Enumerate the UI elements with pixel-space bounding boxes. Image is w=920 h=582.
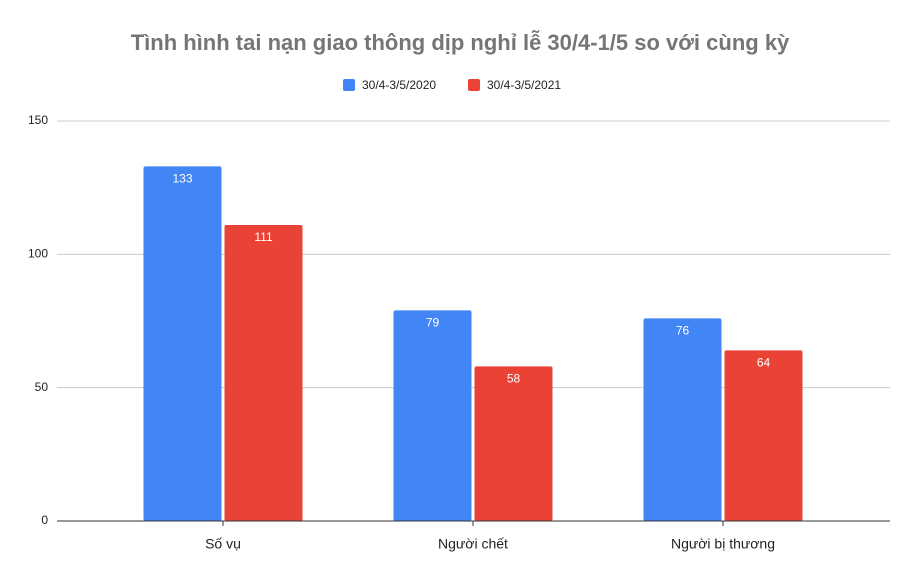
value-label: 64 (757, 356, 771, 370)
legend-swatch (468, 79, 480, 91)
value-label: 133 (172, 172, 192, 186)
value-label: 58 (507, 372, 521, 386)
y-tick-label: 100 (28, 247, 48, 261)
x-tick-label: Số vụ (205, 536, 241, 552)
bar (474, 366, 553, 521)
bar (724, 350, 803, 521)
x-tick-label: Người chết (438, 536, 508, 552)
y-tick-label: 0 (41, 513, 48, 527)
value-label: 111 (254, 230, 273, 244)
y-tick-label: 50 (35, 380, 49, 394)
value-label: 76 (676, 324, 690, 338)
bar (143, 166, 222, 522)
bar (224, 225, 303, 521)
legend-label: 30/4-3/5/2020 (362, 78, 436, 92)
chart-title: Tình hình tai nạn giao thông dịp nghỉ lễ… (131, 30, 790, 55)
legend-swatch (343, 79, 355, 91)
value-label: 79 (426, 316, 440, 330)
y-tick-label: 150 (28, 113, 48, 127)
bar (643, 318, 722, 521)
bar (393, 310, 472, 521)
x-tick-label: Người bị thương (671, 536, 775, 552)
legend-label: 30/4-3/5/2021 (487, 78, 561, 92)
